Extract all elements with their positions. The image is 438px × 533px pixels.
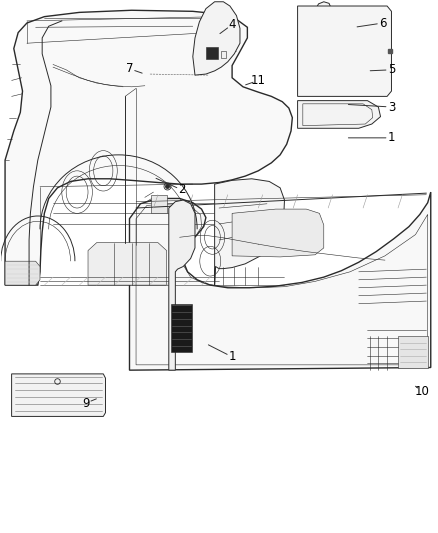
Text: 9: 9 bbox=[82, 397, 90, 410]
Polygon shape bbox=[171, 304, 192, 352]
Text: 6: 6 bbox=[379, 17, 386, 29]
Polygon shape bbox=[130, 192, 431, 370]
Polygon shape bbox=[297, 101, 381, 128]
Text: 11: 11 bbox=[251, 74, 266, 87]
Polygon shape bbox=[5, 10, 292, 285]
Polygon shape bbox=[232, 209, 324, 257]
Text: 1: 1 bbox=[228, 350, 236, 364]
Polygon shape bbox=[151, 195, 166, 213]
Text: 10: 10 bbox=[415, 385, 430, 398]
Text: 7: 7 bbox=[126, 62, 133, 75]
Polygon shape bbox=[206, 47, 218, 59]
Polygon shape bbox=[215, 179, 285, 285]
Text: 5: 5 bbox=[388, 63, 395, 76]
Text: 2: 2 bbox=[178, 183, 186, 197]
Polygon shape bbox=[5, 261, 40, 285]
Polygon shape bbox=[297, 6, 392, 96]
Polygon shape bbox=[314, 2, 332, 27]
Polygon shape bbox=[88, 243, 166, 285]
Polygon shape bbox=[12, 374, 106, 416]
Polygon shape bbox=[398, 336, 427, 368]
Text: 3: 3 bbox=[388, 101, 395, 114]
Polygon shape bbox=[193, 2, 240, 75]
Polygon shape bbox=[169, 200, 195, 370]
Text: 4: 4 bbox=[228, 18, 236, 31]
Polygon shape bbox=[221, 51, 226, 58]
Text: 1: 1 bbox=[388, 131, 395, 144]
